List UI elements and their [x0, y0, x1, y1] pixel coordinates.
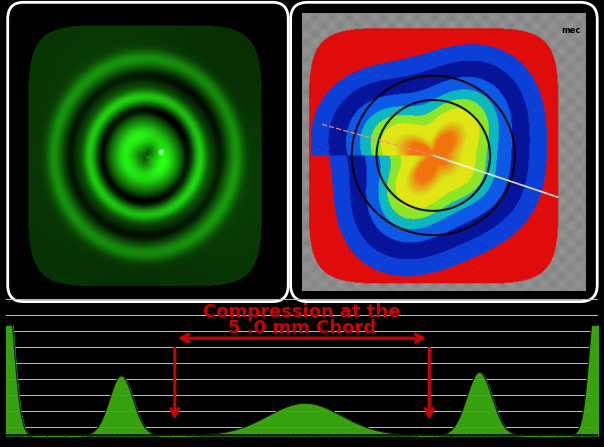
Text: 5 .0 mm Chord: 5 .0 mm Chord: [228, 319, 376, 337]
Text: mec: mec: [561, 26, 580, 35]
Text: Compression at the: Compression at the: [204, 303, 400, 320]
